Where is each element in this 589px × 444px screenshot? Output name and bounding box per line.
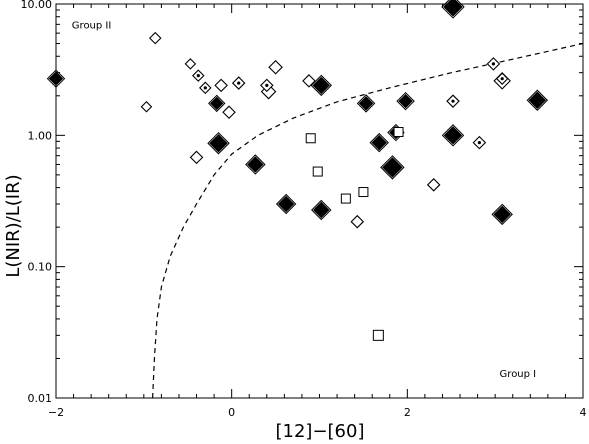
filled-diamond-point <box>358 96 374 111</box>
dotted-diamond-center <box>451 99 455 103</box>
filled-diamond-point <box>443 126 463 145</box>
filled-diamond-point <box>528 91 547 109</box>
dotted-diamond-center <box>196 73 200 78</box>
open-square-point <box>358 187 369 198</box>
annotation-group-i: Group I <box>500 369 537 380</box>
filled-diamond-outline <box>208 94 226 113</box>
filled-diamond-outline <box>380 155 405 180</box>
plot-frame <box>55 3 584 399</box>
filled-diamond-point <box>209 134 228 153</box>
filled-diamond-outline <box>46 69 66 88</box>
filled-diamond-outline <box>441 0 465 19</box>
filled-diamond-outline <box>311 199 332 221</box>
open-square-point <box>340 193 351 204</box>
open-diamond-point <box>214 78 228 93</box>
filled-diamond-outline <box>441 124 465 147</box>
dotted-diamond-center <box>265 83 269 87</box>
filled-diamond-point <box>312 76 330 95</box>
filled-diamond-point <box>398 93 413 109</box>
filled-diamond-point <box>493 205 511 224</box>
open-square-point <box>372 329 384 341</box>
filled-diamond-point <box>443 0 463 17</box>
open-diamond-point <box>268 59 283 75</box>
filled-diamond-point <box>371 134 387 151</box>
x-tick-label: 4 <box>580 406 587 419</box>
open-diamond-point <box>184 58 197 70</box>
x-tick-label: 0 <box>228 406 235 419</box>
y-tick-label: 0.01 <box>28 392 53 405</box>
filled-diamond-outline <box>310 74 332 97</box>
filled-diamond-point <box>277 195 295 213</box>
open-diamond-point <box>148 31 162 45</box>
open-diamond-point <box>350 214 365 229</box>
filled-diamond-point <box>48 71 64 86</box>
dotted-diamond-center <box>491 62 496 66</box>
filled-diamond-outline <box>245 154 266 175</box>
y-axis-title: L(NIR)/L(IR) <box>3 174 24 277</box>
filled-diamond-outline <box>396 91 415 111</box>
filled-diamond-point <box>210 96 224 111</box>
filled-diamond-outline <box>491 203 513 226</box>
dotted-diamond-center <box>237 81 241 85</box>
dotted-diamond-center <box>203 86 207 90</box>
filled-diamond-outline <box>207 132 230 155</box>
filled-diamond-outline <box>369 132 389 153</box>
open-square-point <box>305 133 316 144</box>
x-tick-label: 2 <box>404 406 411 419</box>
filled-diamond-point <box>247 156 264 173</box>
open-diamond-point <box>426 178 441 192</box>
annotation-group-ii: Group II <box>72 21 112 32</box>
open-diamond-point <box>140 100 153 113</box>
filled-diamond-point <box>382 157 403 178</box>
dotted-diamond-center <box>477 141 481 145</box>
open-square-point <box>393 127 404 138</box>
x-axis-title: [12]−[60] <box>276 421 365 442</box>
dotted-diamond-center <box>500 77 504 81</box>
y-tick-label: 0.10 <box>28 261 53 274</box>
open-diamond-point <box>222 105 236 119</box>
x-tick-label: −2 <box>48 406 64 419</box>
y-tick-label: 10.00 <box>21 0 53 11</box>
filled-diamond-outline <box>526 89 549 111</box>
filled-diamond-outline <box>356 94 376 113</box>
open-diamond-point <box>189 150 204 165</box>
open-diamond-point <box>302 74 316 88</box>
filled-diamond-outline <box>275 193 297 215</box>
y-tick-label: 1.00 <box>28 129 53 142</box>
open-square-point <box>312 166 323 177</box>
filled-diamond-point <box>313 201 330 219</box>
